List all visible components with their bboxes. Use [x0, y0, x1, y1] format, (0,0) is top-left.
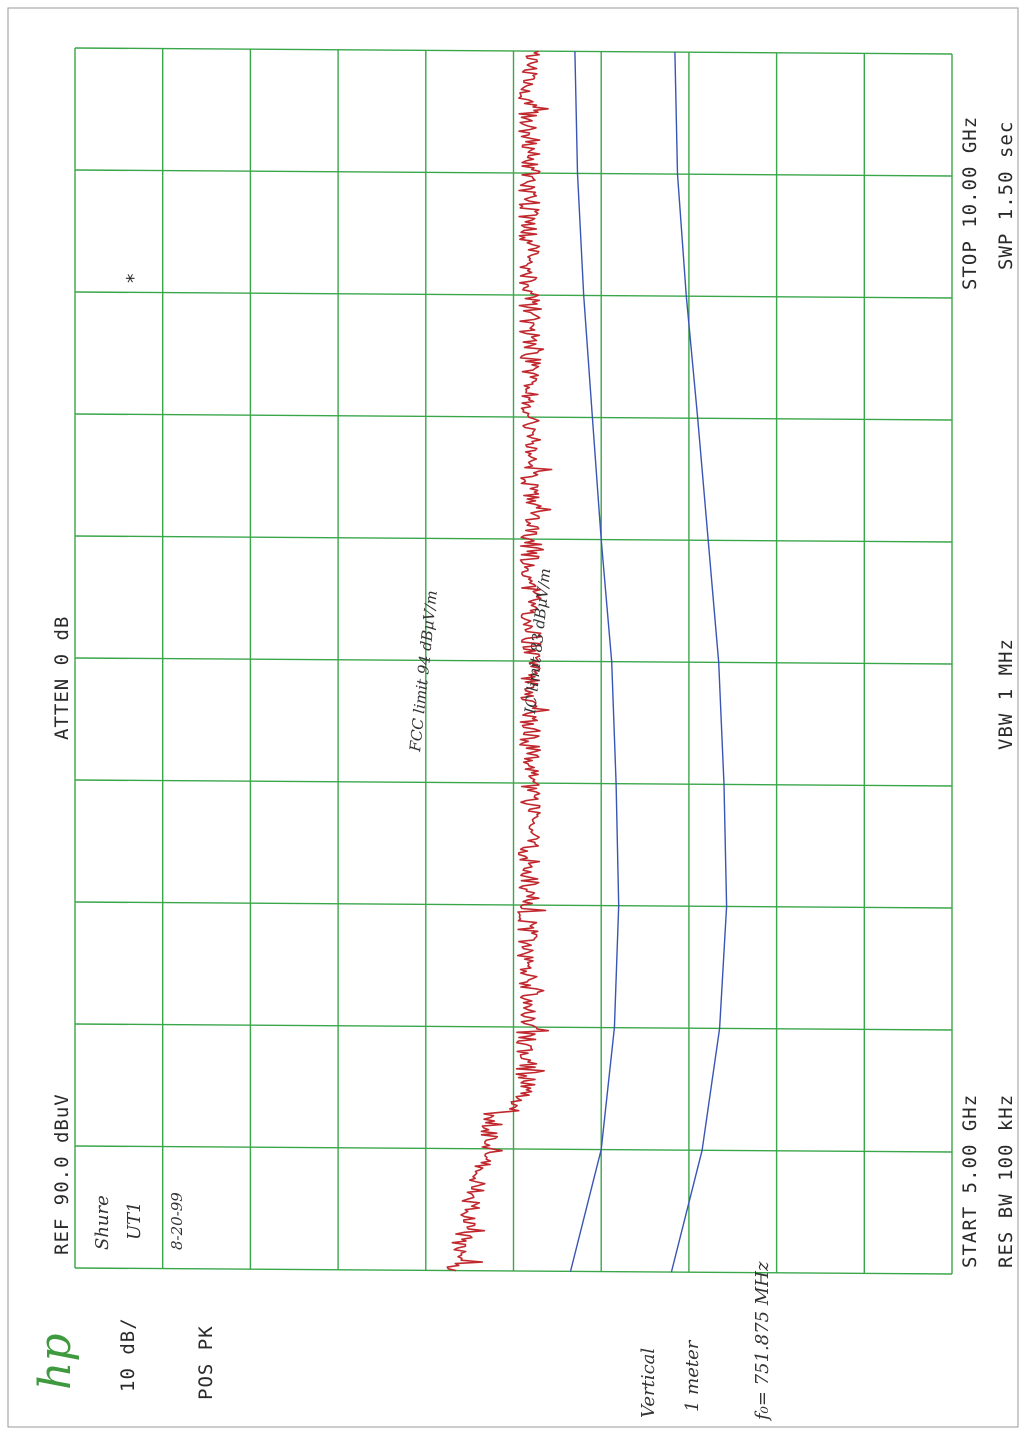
resolution-bandwidth-label: RES BW 100 kHz: [995, 1094, 1017, 1268]
hp-logo: hp: [30, 1333, 81, 1390]
stop-frequency-label: STOP 10.00 GHz: [959, 116, 981, 290]
grid-line-frequency: [74, 47, 953, 55]
attenuation-label: ATTEN 0 dB: [51, 616, 73, 740]
grid-line-frequency: [74, 1267, 953, 1275]
grid-line-frequency: [74, 291, 953, 299]
plot-traces: [446, 50, 728, 1273]
plot-grid: [74, 47, 953, 1275]
grid-line-frequency: [74, 1145, 953, 1153]
grid-line-frequency: [74, 169, 953, 177]
fcc-limit-line: [670, 52, 728, 1273]
date-note: 8-20-99: [168, 1192, 186, 1250]
marker-star: *: [123, 272, 145, 284]
distance-note: 1 meter: [682, 1339, 703, 1412]
video-bandwidth-label: VBW 1 MHz: [995, 638, 1017, 750]
sweep-time-label: SWP 1.50 sec: [995, 121, 1017, 270]
scale-label: 10 dB/: [117, 1317, 139, 1392]
polarization-note: Vertical: [638, 1348, 659, 1418]
paper-frame: [7, 7, 1019, 1428]
grid-line-frequency: [74, 901, 953, 909]
grid-line-frequency: [74, 1023, 953, 1031]
ic-limit-label: IC limit 83 dBμV/m: [521, 567, 554, 715]
ic-limit-line: [569, 51, 620, 1272]
model-note: UT1: [124, 1201, 145, 1240]
grid-line-frequency: [74, 657, 953, 665]
device-note: Shure: [92, 1195, 113, 1250]
ref-level-label: REF 90.0 dBuV: [51, 1093, 73, 1255]
fcc-limit-label: FCC limit 94 dBμV/m: [406, 590, 441, 754]
emission-trace: [446, 50, 553, 1272]
grid-line-frequency: [74, 535, 953, 543]
grid-line-frequency: [74, 779, 953, 787]
center-frequency-note: f₀= 751.875 MHz: [752, 1261, 773, 1422]
grid-line-frequency: [74, 413, 953, 421]
start-frequency-label: START 5.00 GHz: [959, 1094, 981, 1268]
detector-label: POS PK: [195, 1325, 217, 1400]
